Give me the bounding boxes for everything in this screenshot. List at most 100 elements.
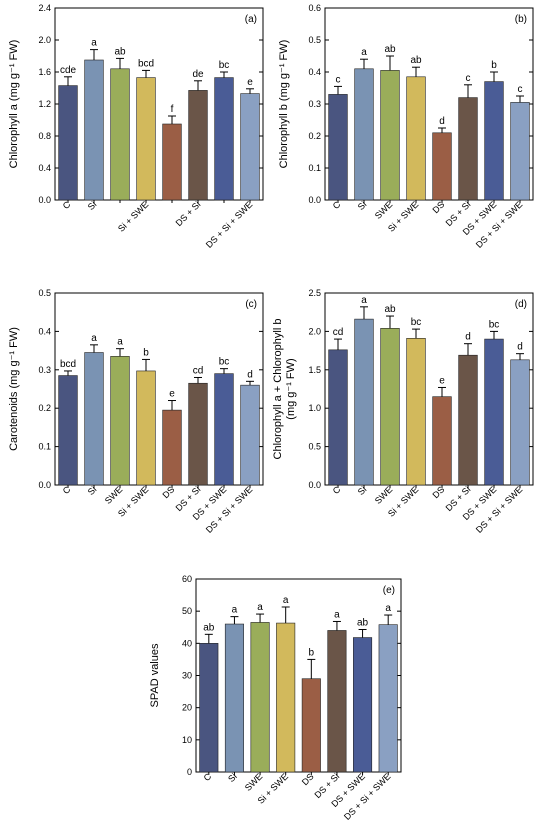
y-tick-label: 0.3 <box>38 365 51 375</box>
x-tick-label: Si <box>226 771 239 784</box>
panel-c: 0.0 0.1 0.2 0.3 0.4 0.5 Carotenoids (mg g⁻¹ FW… <box>8 288 264 535</box>
bar <box>510 102 530 201</box>
bar <box>224 623 244 773</box>
bar <box>110 356 130 486</box>
x-tick-label: DS <box>300 771 316 787</box>
significance-letter: a <box>91 333 97 344</box>
y-tick-label: 1.5 <box>308 365 321 375</box>
panel-d: 0.0 0.5 1.0 1.5 2.0 2.5 Chlorophyll a + Chloro… <box>272 288 534 535</box>
bar <box>250 622 270 773</box>
x-tick-label: C <box>331 484 343 496</box>
panel-label: (a) <box>245 14 257 25</box>
panel-label: (d) <box>515 299 527 310</box>
significance-letter: ab <box>114 46 126 57</box>
x-tick-label: DS <box>430 484 446 500</box>
y-axis-label: Carotenoids (mg g⁻¹ FW) <box>8 327 20 451</box>
bar <box>484 81 504 201</box>
x-tick-label: Si <box>86 484 99 497</box>
bar <box>110 68 130 201</box>
x-tick-label: DS + Si + SWE <box>342 771 393 821</box>
bar <box>327 630 347 773</box>
x-tick-label: DS + Si + SWE <box>204 484 255 535</box>
significance-letter: ab <box>384 44 396 55</box>
y-tick-label: 0.5 <box>308 35 321 45</box>
bar <box>406 76 426 201</box>
y-tick-label: 0.4 <box>38 326 51 336</box>
significance-letter: e <box>247 77 253 88</box>
x-tick-label: DS <box>160 484 176 500</box>
bar <box>84 59 104 201</box>
y-axis-label-line2: (mg g⁻¹ FW) <box>285 358 297 419</box>
bar <box>58 375 78 486</box>
significance-letter: a <box>257 602 263 613</box>
plot-frame <box>54 292 264 486</box>
x-tick-label: DS + Si + SWE <box>204 199 255 250</box>
significance-letter: cd <box>193 365 204 376</box>
significance-letter: cde <box>60 65 77 76</box>
bar <box>484 338 504 486</box>
y-tick-label: 0.8 <box>38 131 51 141</box>
y-tick-label: 0.5 <box>308 442 321 452</box>
significance-letter: de <box>192 69 204 80</box>
bar <box>162 409 182 486</box>
significance-letter: a <box>361 295 367 306</box>
bar <box>188 382 208 486</box>
x-tick-label: SWE <box>373 199 395 221</box>
bar <box>276 622 296 773</box>
y-tick-label: 0.0 <box>38 195 51 205</box>
bar <box>58 85 78 201</box>
significance-letter: cd <box>333 327 344 338</box>
y-tick-label: 0.1 <box>38 442 51 452</box>
significance-letter: b <box>143 347 149 358</box>
bar <box>240 93 260 201</box>
y-tick-label: 0.1 <box>308 163 321 173</box>
x-tick-label: Si <box>86 199 99 212</box>
panel-a: 0.0 0.4 0.8 1.2 1.6 2.0 2.4 Chlorophyll a (mg g… <box>8 3 264 250</box>
y-axis-label: SPAD values <box>149 643 161 707</box>
y-tick-label: 20 <box>182 703 192 713</box>
y-tick-label: 0.5 <box>38 288 51 298</box>
bar <box>188 90 208 201</box>
panel-label: (b) <box>515 14 527 25</box>
y-tick-label: 2.5 <box>308 288 321 298</box>
significance-letter: bcd <box>60 359 76 370</box>
significance-letter: b <box>491 60 497 71</box>
bar <box>432 396 452 486</box>
bar <box>432 132 452 201</box>
significance-letter: bc <box>411 317 422 328</box>
x-tick-label: SWE <box>103 484 125 506</box>
y-tick-label: 60 <box>182 574 192 584</box>
bar <box>136 370 156 486</box>
y-tick-label: 0.0 <box>308 195 321 205</box>
y-tick-label: 0.4 <box>308 67 321 77</box>
panel-label: (e) <box>383 585 395 596</box>
bar <box>380 70 400 201</box>
bar <box>199 643 219 773</box>
y-tick-label: 0.3 <box>308 99 321 109</box>
significance-letter: e <box>439 375 445 386</box>
significance-letter: f <box>171 104 174 115</box>
y-tick-label: 2.0 <box>308 326 321 336</box>
significance-letter: bc <box>219 60 230 71</box>
x-tick-label: C <box>331 199 343 211</box>
y-tick-label: 0.0 <box>38 480 51 490</box>
x-tick-label: DS <box>430 199 446 215</box>
x-tick-label: DS + Si + SWE <box>474 199 525 250</box>
y-tick-label: 30 <box>182 671 192 681</box>
significance-letter: a <box>283 595 289 606</box>
y-tick-label: 0.6 <box>308 3 321 13</box>
bar <box>354 68 374 201</box>
panel-b: 0.0 0.1 0.2 0.3 0.4 0.5 0.6 Chlorophyll b (mg g… <box>278 3 534 250</box>
bar <box>458 354 478 486</box>
y-tick-label: 1.0 <box>308 403 321 413</box>
significance-letter: bc <box>489 319 500 330</box>
significance-letter: ab <box>410 55 422 66</box>
y-tick-label: 10 <box>182 735 192 745</box>
bar <box>301 678 321 773</box>
y-axis-label: Chlorophyll b (mg g⁻¹ FW) <box>278 40 290 169</box>
bar <box>354 318 374 486</box>
y-tick-label: 0.4 <box>38 163 51 173</box>
significance-letter: d <box>465 332 471 343</box>
